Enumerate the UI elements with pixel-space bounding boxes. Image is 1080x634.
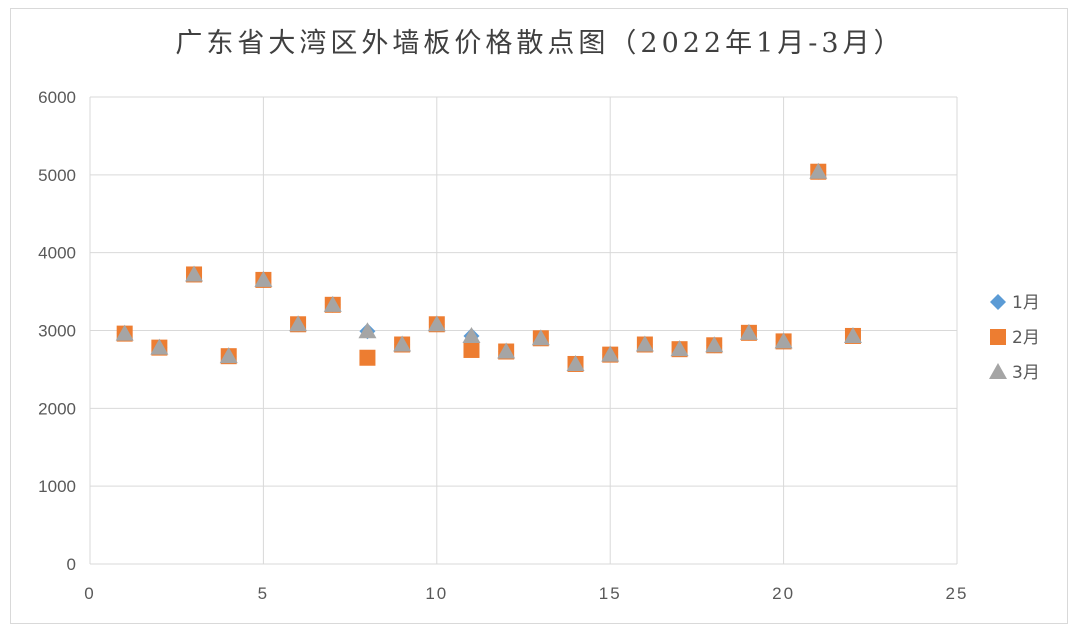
x-tick-label: 0 (84, 584, 95, 603)
data-point (705, 336, 724, 353)
x-axis-ticks: 0 5 10 15 20 25 (84, 584, 969, 603)
data-point (531, 329, 550, 346)
y-tick-label: 0 (67, 555, 76, 574)
x-tick-label: 10 (425, 584, 448, 603)
legend-marker (989, 363, 1007, 379)
data-point (323, 295, 342, 312)
data-point (670, 340, 689, 357)
y-tick-label: 2000 (38, 399, 76, 418)
chart-title: 广东省大湾区外墙板价格散点图（2022年1月-3月） (175, 28, 904, 59)
y-tick-label: 4000 (38, 244, 76, 263)
data-point (635, 335, 654, 352)
legend-marker (990, 294, 1006, 310)
legend-label: 2月 (1012, 328, 1040, 348)
series-3 (115, 162, 862, 371)
gridlines (89, 96, 958, 565)
data-point (463, 341, 480, 358)
y-axis-ticks: 0 1000 2000 3000 4000 5000 6000 (38, 88, 76, 574)
data-point (601, 345, 620, 362)
data-point (219, 347, 238, 364)
data-point (566, 354, 585, 371)
legend-label: 3月 (1012, 363, 1040, 383)
legend-item: 1月 (990, 293, 1040, 313)
data-point (843, 326, 862, 343)
y-tick-label: 5000 (38, 166, 76, 185)
data-point (809, 162, 828, 179)
legend: 1月 2月 3月 (989, 293, 1040, 383)
x-tick-label: 15 (599, 584, 622, 603)
x-tick-label: 20 (772, 584, 795, 603)
legend-marker (990, 329, 1006, 345)
x-tick-label: 5 (258, 584, 269, 603)
data-point (739, 323, 758, 340)
y-tick-label: 1000 (38, 477, 76, 496)
data-point (185, 265, 204, 282)
data-point (497, 342, 516, 359)
y-tick-label: 6000 (38, 88, 76, 107)
legend-label: 1月 (1012, 293, 1040, 313)
data-point (427, 315, 446, 332)
chart-frame (10, 8, 1068, 624)
data-point (254, 270, 273, 287)
data-point (774, 332, 793, 349)
data-points (115, 162, 862, 372)
series-2 (116, 163, 861, 372)
data-point (150, 338, 169, 355)
data-point (359, 349, 376, 366)
data-point (393, 335, 412, 352)
data-point (289, 315, 308, 332)
x-tick-label: 25 (946, 584, 969, 603)
legend-item: 2月 (990, 328, 1040, 348)
data-point (358, 322, 377, 339)
legend-item: 3月 (989, 363, 1040, 383)
y-tick-label: 3000 (38, 322, 76, 341)
data-point (462, 326, 481, 343)
data-point (115, 324, 134, 341)
